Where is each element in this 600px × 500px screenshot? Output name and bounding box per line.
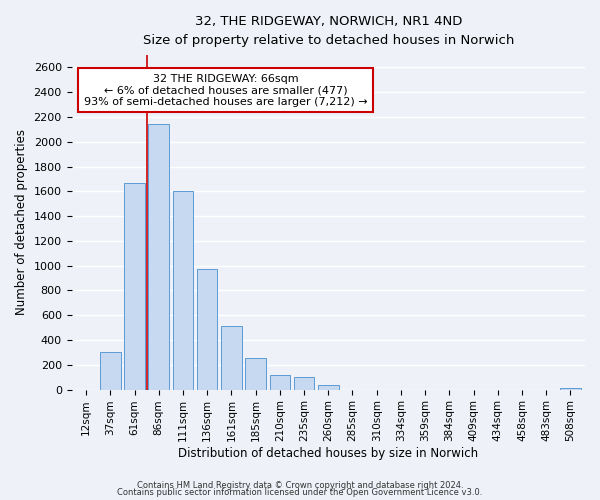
Y-axis label: Number of detached properties: Number of detached properties [15,130,28,316]
Bar [100,352,121,390]
X-axis label: Distribution of detached houses by size in Norwich: Distribution of detached houses by size … [178,447,478,460]
Bar [318,386,338,390]
Bar [148,124,169,390]
Bar [294,377,314,390]
Bar [173,192,193,390]
Bar [197,270,217,390]
Bar [269,374,290,390]
Title: 32, THE RIDGEWAY, NORWICH, NR1 4ND
Size of property relative to detached houses : 32, THE RIDGEWAY, NORWICH, NR1 4ND Size … [143,15,514,47]
Text: Contains public sector information licensed under the Open Government Licence v3: Contains public sector information licen… [118,488,482,497]
Bar [560,388,581,390]
Bar [221,326,242,390]
Bar [124,182,145,390]
Bar [245,358,266,390]
Text: 32 THE RIDGEWAY: 66sqm
← 6% of detached houses are smaller (477)
93% of semi-det: 32 THE RIDGEWAY: 66sqm ← 6% of detached … [84,74,367,106]
Text: Contains HM Land Registry data © Crown copyright and database right 2024.: Contains HM Land Registry data © Crown c… [137,480,463,490]
